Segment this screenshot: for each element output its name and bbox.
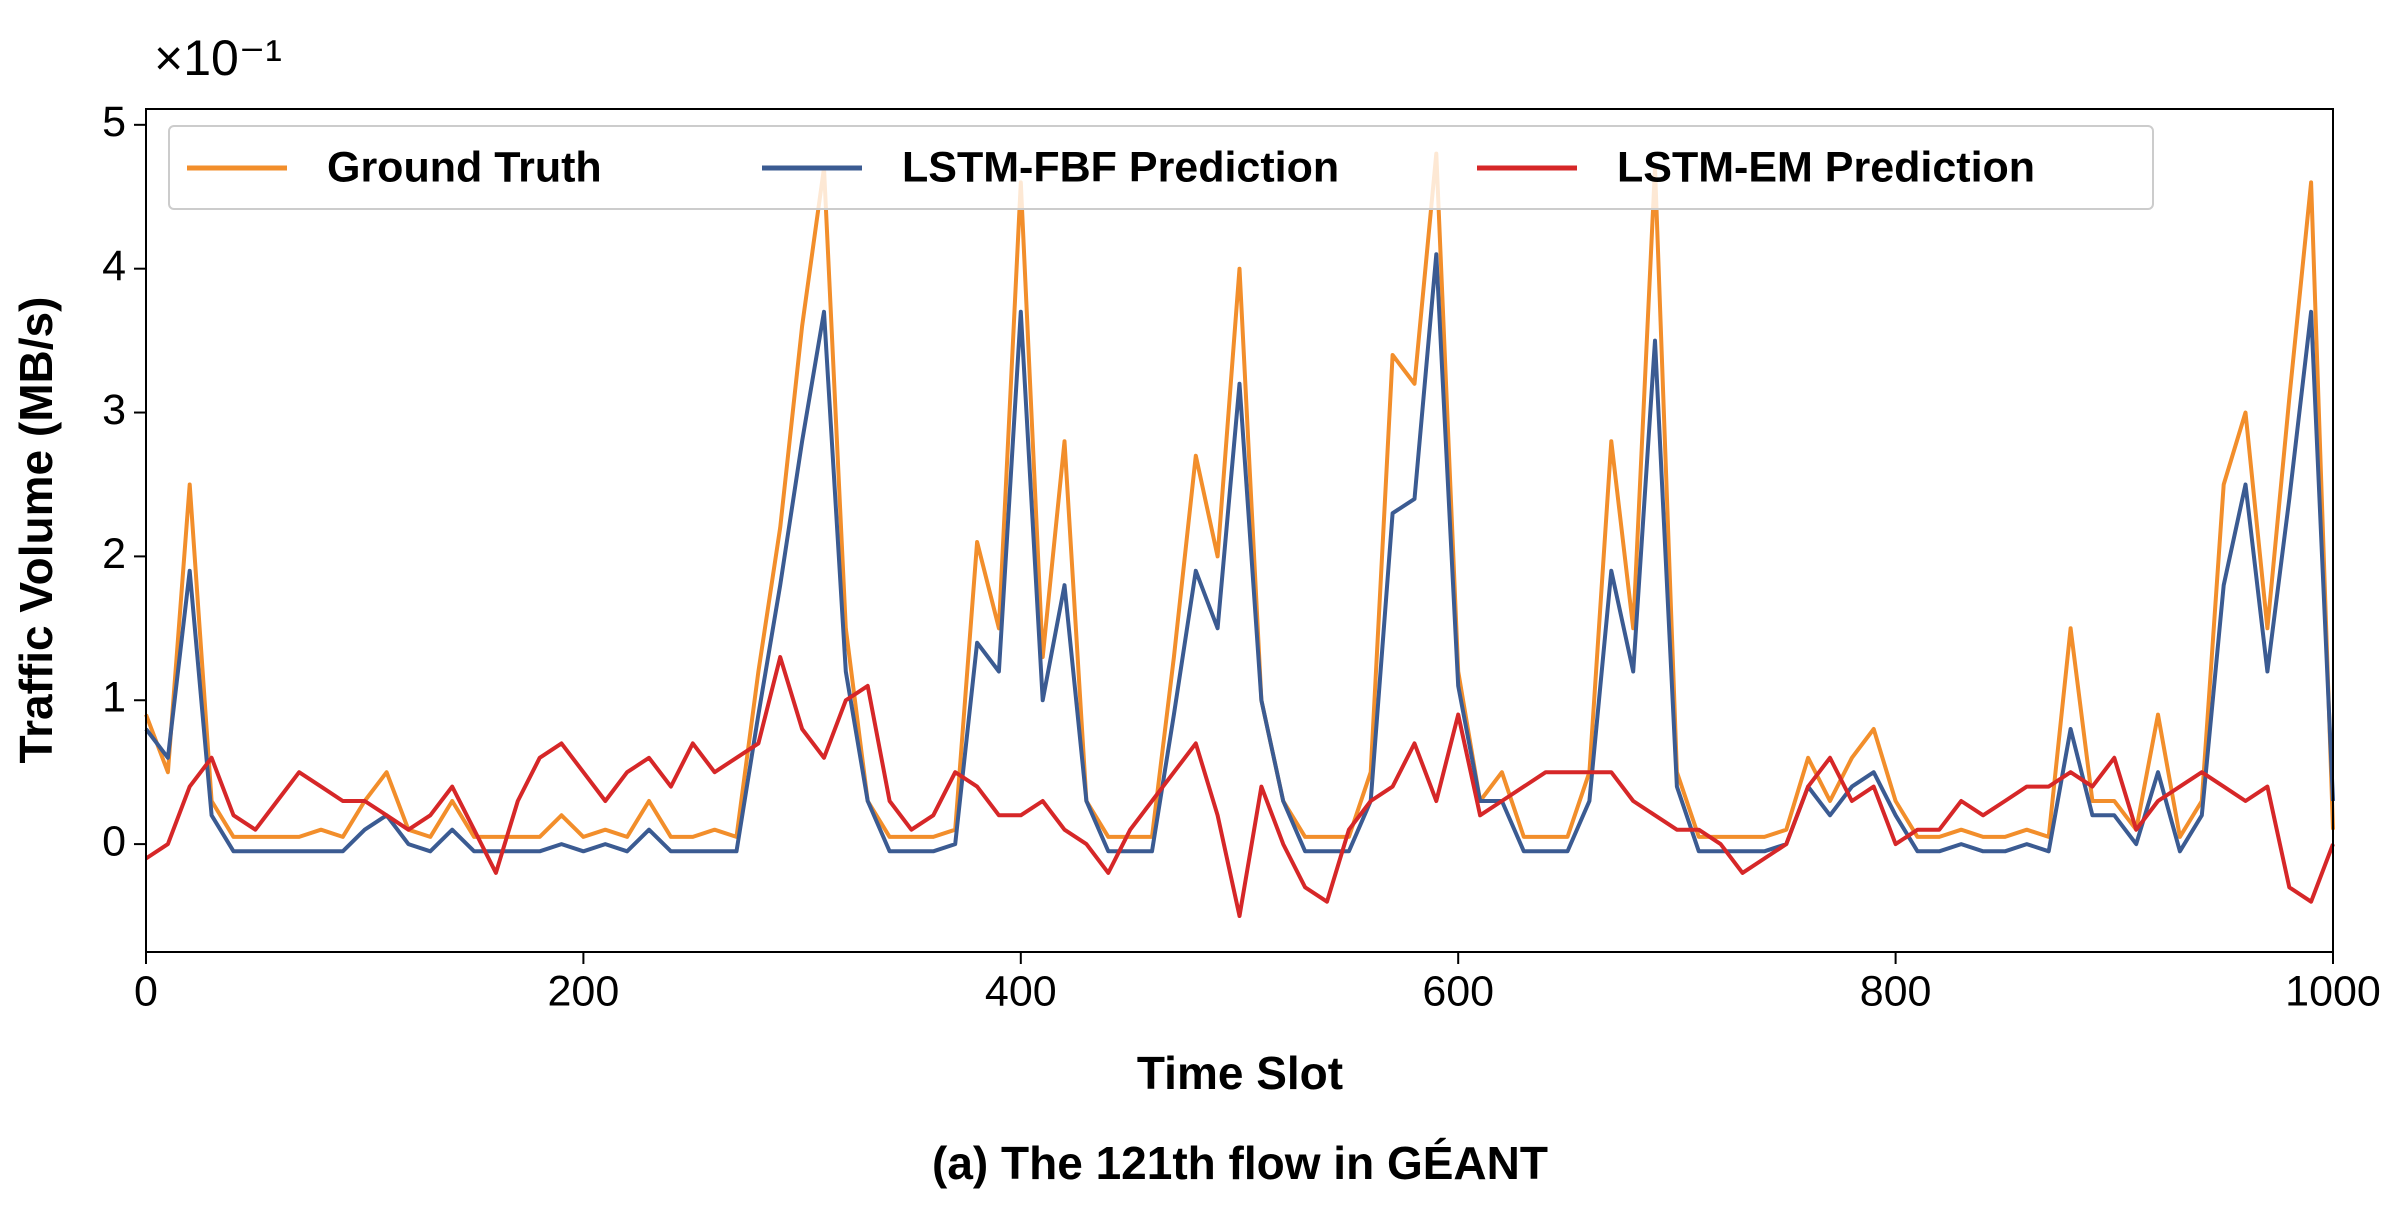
x-tick-label: 600: [1422, 967, 1494, 1015]
x-tick-label: 0: [134, 967, 158, 1015]
chart-title: (a) The 121th flow in GÉANT: [932, 1137, 1548, 1189]
x-tick-label: 200: [548, 967, 620, 1015]
series-line: [144, 151, 2335, 839]
y-tick-label: 0: [102, 817, 126, 865]
legend-label: LSTM-EM Prediction: [1617, 143, 2035, 191]
x-tick-label: 1000: [2285, 967, 2381, 1015]
y-tick-label: 2: [102, 530, 126, 578]
y-tick-label: 5: [102, 98, 126, 146]
series-line: [144, 252, 2335, 854]
plot-frame: [145, 108, 2334, 953]
legend-box: [168, 125, 2154, 210]
x-tick-label: 800: [1860, 967, 1932, 1015]
y-offset-text: ×10⁻¹: [154, 30, 282, 86]
y-axis-label: Traffic Volume (MB/s): [10, 297, 62, 764]
x-axis-label: Time Slot: [1137, 1047, 1343, 1099]
legend-label: LSTM-FBF Prediction: [902, 143, 1339, 191]
y-tick-label: 4: [102, 242, 126, 290]
x-tick-label: 400: [985, 967, 1057, 1015]
series-line: [144, 655, 2335, 918]
y-tick-label: 3: [102, 386, 126, 434]
legend-label: Ground Truth: [327, 143, 602, 191]
y-tick-label: 1: [102, 674, 126, 722]
